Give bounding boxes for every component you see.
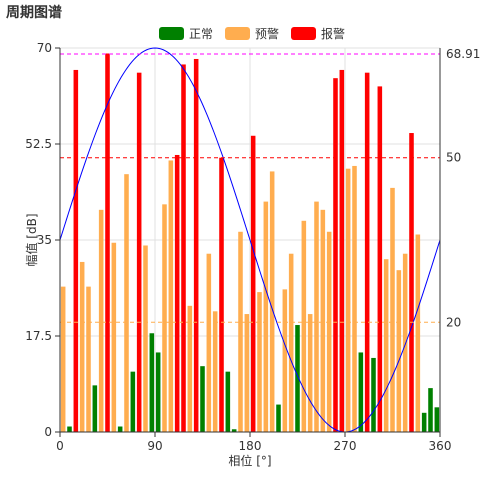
x-tick-label: 360 bbox=[429, 439, 452, 453]
bar bbox=[168, 160, 174, 432]
legend-item: 报警 bbox=[291, 26, 345, 41]
legend-label: 预警 bbox=[255, 26, 279, 41]
bar bbox=[377, 86, 383, 433]
x-tick-label: 270 bbox=[334, 439, 357, 453]
bar bbox=[238, 231, 243, 432]
bar bbox=[98, 209, 104, 432]
bar bbox=[162, 204, 167, 432]
bar bbox=[225, 371, 231, 432]
bar bbox=[231, 429, 237, 432]
bar bbox=[111, 242, 117, 432]
bar bbox=[314, 201, 319, 432]
bar bbox=[117, 426, 123, 432]
y-axis-title: 幅值 [dB] bbox=[24, 213, 39, 266]
bar bbox=[383, 259, 389, 432]
bar bbox=[320, 209, 326, 432]
bar bbox=[295, 325, 300, 432]
legend-label: 正常 bbox=[189, 27, 213, 41]
bar bbox=[219, 157, 224, 432]
y-tick-label: 0 bbox=[44, 425, 52, 439]
threshold-label: 20 bbox=[446, 315, 461, 329]
bar bbox=[301, 220, 307, 432]
bar bbox=[67, 426, 72, 432]
bar-series bbox=[60, 53, 440, 433]
bar bbox=[263, 201, 269, 432]
bar bbox=[371, 357, 376, 432]
bar bbox=[288, 253, 294, 432]
bar bbox=[105, 53, 110, 432]
bar bbox=[364, 72, 370, 432]
bar bbox=[421, 412, 427, 432]
y-tick-label: 70 bbox=[37, 41, 52, 55]
bar bbox=[307, 314, 313, 432]
y-tick-label: 35 bbox=[37, 233, 52, 247]
bar bbox=[333, 78, 338, 433]
bar bbox=[143, 245, 148, 432]
bar bbox=[402, 253, 408, 432]
bar bbox=[60, 286, 66, 432]
legend-swatch bbox=[225, 27, 250, 40]
y-tick-label: 52.5 bbox=[25, 137, 52, 151]
bar bbox=[257, 292, 262, 432]
bar bbox=[358, 352, 364, 432]
bar bbox=[396, 270, 402, 432]
bar bbox=[124, 174, 129, 432]
bar bbox=[269, 171, 275, 432]
bar bbox=[149, 333, 155, 432]
bar bbox=[92, 385, 98, 432]
legend-item: 正常 bbox=[159, 27, 213, 41]
bar bbox=[339, 69, 345, 432]
threshold-label: 68.91 bbox=[446, 47, 480, 61]
bar bbox=[250, 135, 256, 432]
bar bbox=[181, 64, 186, 432]
bar bbox=[193, 58, 199, 432]
bar bbox=[73, 69, 79, 432]
x-tick-label: 90 bbox=[147, 439, 162, 453]
bar bbox=[200, 366, 205, 432]
bar bbox=[187, 305, 193, 432]
bar bbox=[326, 231, 332, 432]
bar bbox=[390, 187, 395, 432]
legend-item: 预警 bbox=[225, 26, 279, 41]
legend-label: 报警 bbox=[321, 26, 345, 41]
legend-swatch bbox=[291, 27, 316, 40]
bar bbox=[155, 352, 161, 432]
bar bbox=[206, 253, 212, 432]
bar bbox=[415, 234, 421, 432]
bar bbox=[212, 311, 218, 432]
bar bbox=[79, 261, 85, 432]
bar bbox=[86, 286, 91, 432]
bar bbox=[345, 168, 351, 432]
bar bbox=[282, 289, 288, 432]
bar bbox=[352, 165, 357, 432]
legend: 正常 预警 报警 bbox=[159, 26, 345, 41]
chart-title: 周期图谱 bbox=[6, 5, 62, 21]
threshold-lines: 68.91 50 20 bbox=[60, 47, 480, 329]
legend-swatch bbox=[159, 27, 184, 40]
bar bbox=[136, 72, 142, 432]
x-tick-label: 180 bbox=[239, 439, 262, 453]
axes: 0 90 180 270 360 0 17.5 35 52.5 70 相位 [°] 幅值 [dB] bbox=[24, 41, 451, 468]
bar bbox=[276, 404, 281, 432]
bar bbox=[174, 154, 180, 432]
threshold-label: 50 bbox=[446, 151, 461, 165]
bar bbox=[409, 133, 414, 432]
bar bbox=[244, 314, 250, 432]
bar bbox=[428, 388, 433, 432]
bar bbox=[130, 371, 136, 432]
x-axis-title: 相位 [°] bbox=[228, 453, 271, 468]
sine-curve bbox=[59, 47, 441, 433]
sine-reference bbox=[59, 47, 441, 433]
y-tick-label: 17.5 bbox=[25, 329, 52, 343]
x-tick-label: 0 bbox=[56, 439, 64, 453]
bar bbox=[434, 407, 440, 432]
